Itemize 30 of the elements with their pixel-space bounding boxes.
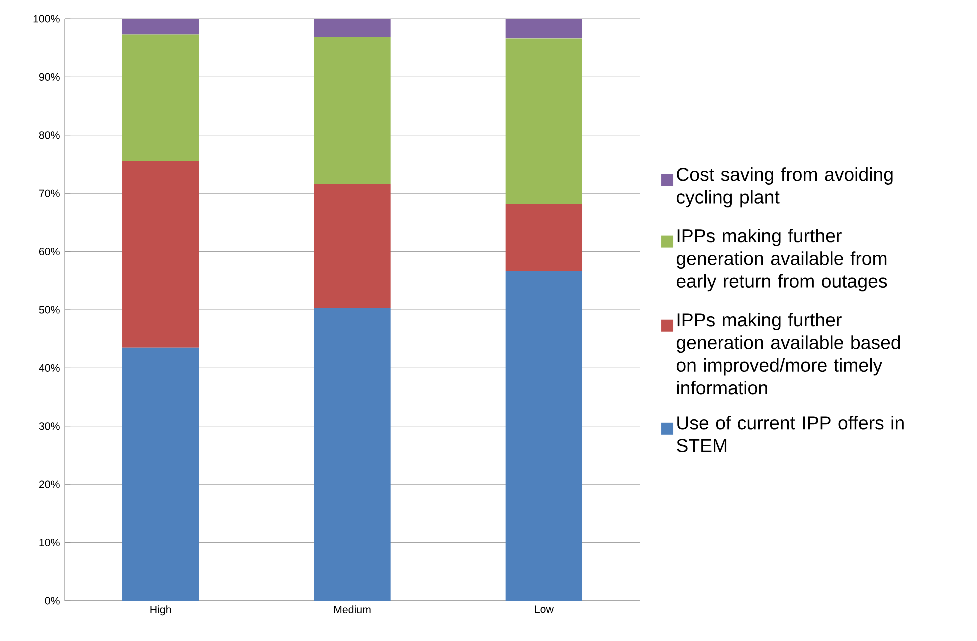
y-tick-label: 60% <box>39 248 60 256</box>
x-tick-label: Medium <box>334 606 371 614</box>
bar <box>122 18 200 35</box>
x-tick-label: High <box>150 606 172 616</box>
bar <box>122 160 200 348</box>
y-tick-label: 90% <box>39 73 60 81</box>
y-tick-label: 70% <box>39 190 60 198</box>
bar <box>506 38 583 204</box>
y-tick-label: 10% <box>40 539 60 547</box>
legend-label: IPPs making further generation available from early return from outages <box>676 228 888 292</box>
legend-label: Use of current IPP offers in STEM <box>677 416 904 452</box>
bar <box>314 18 391 38</box>
legend-label: Cost saving from avoiding cycling plant <box>676 168 893 208</box>
y-tick-label: 30% <box>39 422 60 430</box>
bar <box>314 184 391 308</box>
y-tick-label: 80% <box>39 132 60 140</box>
y-tick-label: 0% <box>45 597 60 605</box>
y-tick-label: 20% <box>39 480 60 488</box>
x-tick-label: Low <box>535 606 554 614</box>
y-tick-label: 50% <box>39 306 60 314</box>
bar <box>506 18 583 39</box>
y-tick-label: 100% <box>34 15 60 23</box>
bar <box>314 308 391 601</box>
y-tick-label: 40% <box>39 364 60 372</box>
bar <box>122 348 200 601</box>
bar <box>314 37 391 184</box>
bar <box>122 34 200 161</box>
bar <box>506 270 583 601</box>
legend-label: IPPs making further generation available based on improved/more timely information <box>676 313 900 395</box>
bar <box>506 204 583 271</box>
